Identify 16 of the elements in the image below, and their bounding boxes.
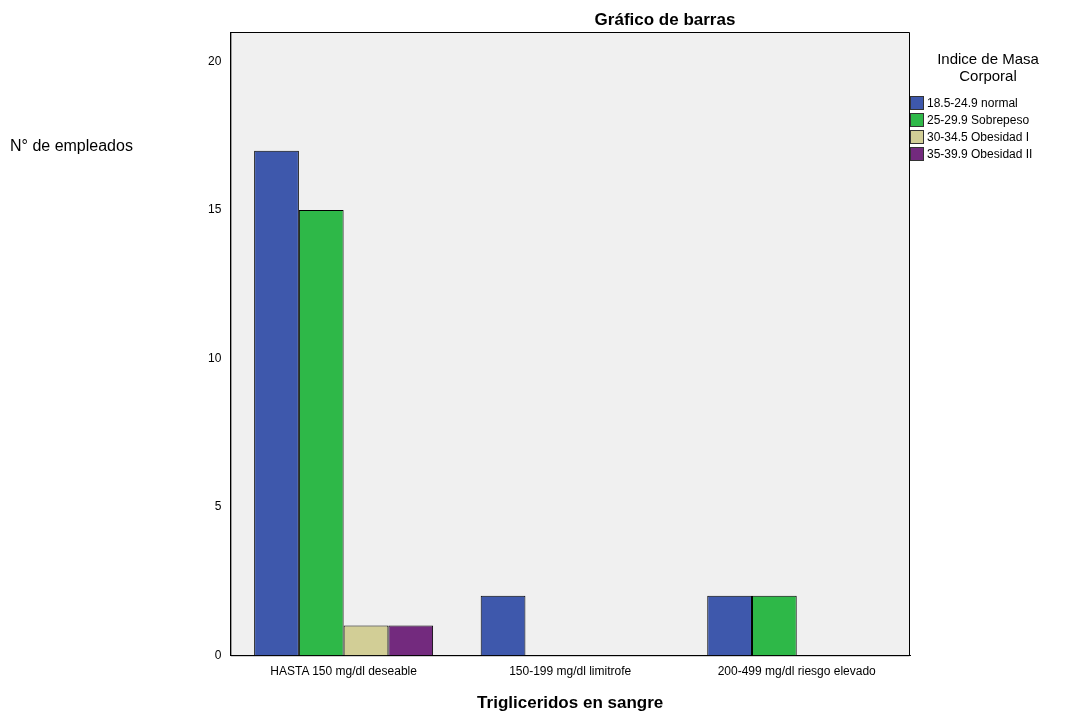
y-tick-label: 20: [207, 53, 222, 68]
legend-title: Indice de Masa Corporal: [936, 50, 1040, 84]
x-tick-label: 150-199 mg/dl limitrofe: [509, 663, 632, 678]
legend-label: 18.5-24.9 normal: [927, 95, 1018, 110]
y-tick-label: 10: [207, 350, 222, 365]
legend-label: 30-34.5 Obesidad I: [927, 129, 1030, 144]
legend-label: 35-39.9 Obesidad II: [927, 146, 1033, 161]
legend-label: 25-29.9 Sobrepeso: [927, 112, 1030, 127]
x-tick-label: HASTA 150 mg/dl deseable: [270, 663, 418, 678]
x-tick-label: 200-499 mg/dl riesgo elevado: [717, 663, 877, 678]
y-tick-label: 15: [207, 202, 222, 217]
y-axis-title: N° de empleados: [10, 137, 133, 155]
x-axis-title: Trigliceridos en sangre: [477, 693, 664, 713]
y-tick-label: 0: [214, 647, 222, 662]
chart-title: Gráfico de barras: [593, 10, 737, 30]
y-tick-label: 5: [214, 499, 222, 514]
